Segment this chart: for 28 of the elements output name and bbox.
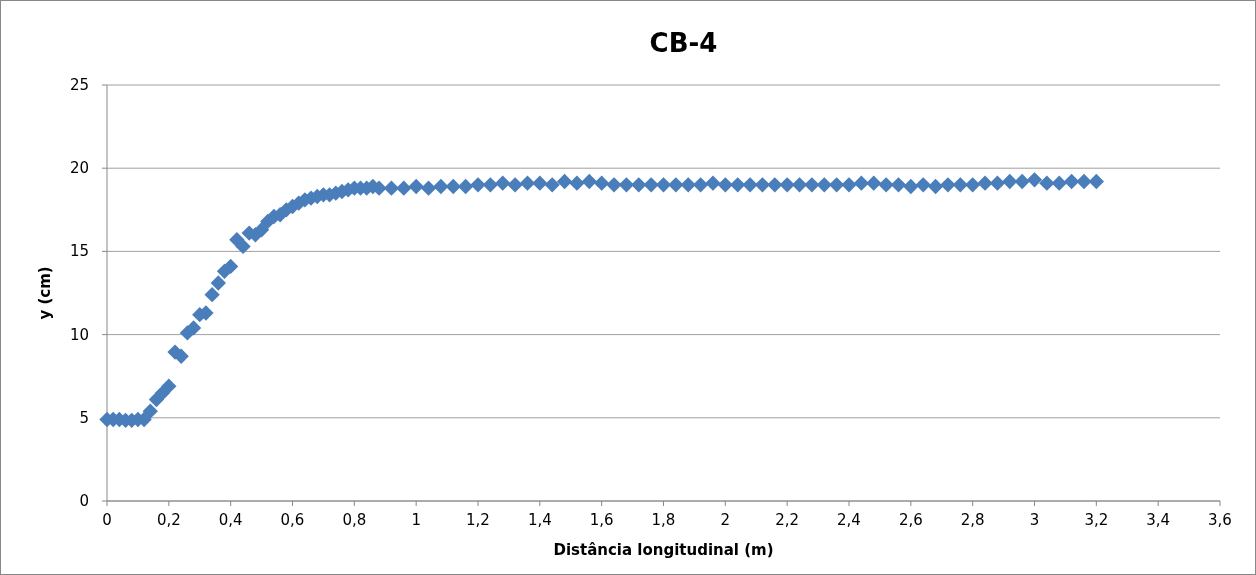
x-tick-label: 1,8 bbox=[651, 511, 676, 529]
x-tick-label: 0,4 bbox=[218, 511, 243, 529]
y-tick-label: 15 bbox=[69, 242, 89, 261]
x-tick-label: 3,4 bbox=[1146, 511, 1171, 529]
chart-title: CB-4 bbox=[649, 28, 718, 58]
x-tick-label: 2,8 bbox=[960, 511, 985, 529]
x-tick-label: 2,2 bbox=[775, 511, 800, 529]
x-tick-label: 1,4 bbox=[527, 511, 552, 529]
y-axis-title: y (cm) bbox=[36, 266, 54, 320]
x-tick-label: 0,6 bbox=[280, 511, 305, 529]
x-tick-label: 1,2 bbox=[466, 511, 490, 529]
y-tick-label: 5 bbox=[79, 408, 89, 427]
x-tick-label: 3 bbox=[1029, 511, 1040, 529]
x-tick-label: 2,6 bbox=[898, 511, 923, 529]
x-axis-title: Distância longitudinal (m) bbox=[553, 541, 774, 559]
y-tick-label: 0 bbox=[79, 492, 89, 510]
x-tick-label: 1,6 bbox=[589, 511, 614, 529]
y-tick-label: 25 bbox=[69, 76, 89, 94]
x-tick-label: 1 bbox=[411, 511, 421, 529]
x-tick-label: 0,8 bbox=[342, 511, 367, 529]
x-tick-label: 0,2 bbox=[156, 511, 181, 529]
x-tick-label: 3,2 bbox=[1084, 511, 1109, 529]
x-tick-label: 3,6 bbox=[1208, 511, 1232, 529]
y-tick-label: 10 bbox=[69, 325, 89, 344]
x-tick-label: 0 bbox=[102, 511, 112, 529]
x-tick-label: 2,4 bbox=[837, 511, 861, 529]
x-tick-label: 2 bbox=[720, 511, 731, 529]
y-tick-label: 20 bbox=[69, 159, 89, 178]
